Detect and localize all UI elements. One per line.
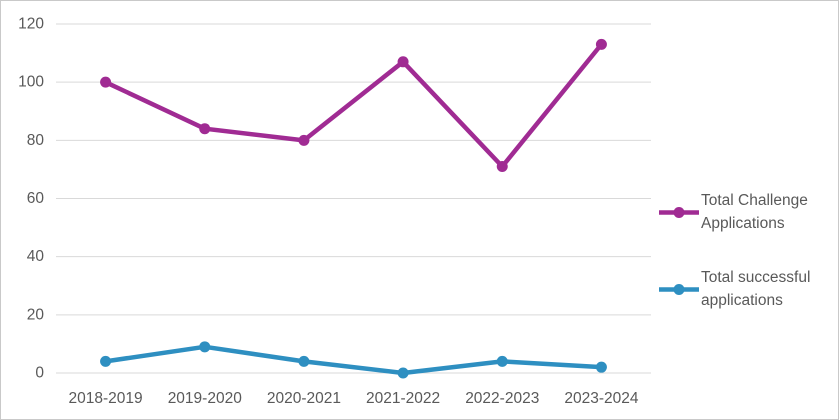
data-point-marker bbox=[496, 355, 508, 367]
y-tick-label: 60 bbox=[27, 190, 45, 207]
series-line bbox=[103, 42, 604, 169]
legend-line-dot-icon bbox=[659, 283, 699, 295]
series-line bbox=[103, 344, 604, 376]
data-point-marker bbox=[100, 76, 112, 88]
data-point-marker bbox=[100, 355, 112, 367]
x-tick-label: 2020-2021 bbox=[267, 390, 341, 407]
legend-label: Total successful applications bbox=[701, 269, 811, 309]
legend-entry-total-challenge: Total Challenge Applications bbox=[659, 189, 829, 235]
y-tick-label: 40 bbox=[27, 248, 45, 265]
data-point-marker bbox=[397, 367, 409, 379]
data-point-marker bbox=[496, 161, 508, 173]
data-point-marker bbox=[397, 56, 409, 68]
x-tick-label: 2022-2023 bbox=[465, 390, 539, 407]
x-tick-label: 2023-2024 bbox=[564, 390, 639, 407]
y-tick-label: 80 bbox=[27, 132, 45, 149]
legend-label: Total Challenge Applications bbox=[701, 192, 808, 232]
x-tick-label: 2021-2022 bbox=[366, 390, 440, 407]
y-tick-label: 0 bbox=[35, 365, 44, 382]
legend-entry-total-successful: Total successful applications bbox=[659, 266, 829, 312]
chart-legend: Total Challenge Applications Total succe… bbox=[659, 189, 829, 343]
x-tick-label: 2019-2020 bbox=[168, 390, 243, 407]
y-tick-label: 100 bbox=[18, 74, 44, 91]
data-point-marker bbox=[199, 341, 211, 353]
data-point-marker bbox=[595, 38, 607, 50]
y-tick-label: 20 bbox=[27, 306, 45, 323]
data-point-marker bbox=[199, 123, 211, 135]
data-point-marker bbox=[298, 355, 310, 367]
data-point-marker bbox=[298, 134, 310, 146]
x-tick-label: 2018-2019 bbox=[69, 390, 143, 407]
data-point-marker bbox=[595, 361, 607, 373]
legend-line-dot-icon bbox=[659, 206, 699, 218]
y-tick-label: 120 bbox=[18, 16, 44, 33]
